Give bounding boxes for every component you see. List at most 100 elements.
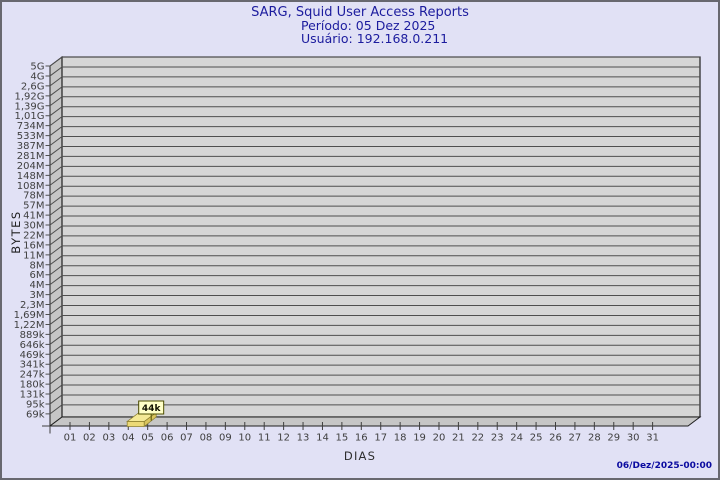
x-tick-label: 29 <box>607 433 620 444</box>
x-tick-label: 30 <box>627 433 640 444</box>
y-grid-line <box>45 285 700 296</box>
bar-front-face <box>126 421 145 427</box>
x-tick-label: 18 <box>394 433 407 444</box>
x-tick-label: 09 <box>219 433 232 444</box>
x-tick-label: 03 <box>102 433 115 444</box>
y-tick-label: 78M <box>23 191 44 202</box>
y-grid-line <box>45 314 700 325</box>
y-grid-line <box>45 394 700 405</box>
y-grid-line <box>45 116 700 127</box>
y-grid-line <box>45 106 700 117</box>
x-tick-label: 13 <box>297 433 310 444</box>
x-tick-label: 17 <box>374 433 387 444</box>
y-tick-label: 646k <box>20 340 45 351</box>
y-grid-line <box>45 404 700 415</box>
y-grid-line <box>45 86 700 97</box>
y-grid-line <box>45 265 700 276</box>
y-grid-line <box>45 145 700 156</box>
y-grid-line <box>45 354 700 365</box>
y-tick-label: 387M <box>17 141 45 152</box>
y-tick-label: 5G <box>30 62 44 73</box>
bars-group: 44k <box>126 400 165 428</box>
y-tick-label: 22M <box>23 230 44 241</box>
y-tick-label: 2,3M <box>20 300 45 311</box>
y-tick-label: 2,6G <box>21 81 45 92</box>
x-tick-label: 02 <box>83 433 96 444</box>
y-tick-label: 108M <box>17 181 45 192</box>
x-axis-title: DIAS <box>343 449 377 463</box>
y-tick-label: 6M <box>30 270 45 281</box>
x-tick-label: 01 <box>64 433 77 444</box>
y-tick-label: 533M <box>17 131 45 142</box>
plot-floor <box>48 416 702 427</box>
y-grid-line <box>45 324 700 335</box>
y-grid-line <box>45 305 700 315</box>
y-grid-line <box>45 275 700 286</box>
x-tick-label: 19 <box>413 433 426 444</box>
y-tick-label: 1,22M <box>14 320 45 331</box>
y-grid-line <box>45 334 700 345</box>
x-tick-label: 04 <box>122 433 135 444</box>
x-tick-label: 26 <box>549 433 562 444</box>
y-tick-label: 889k <box>20 330 45 341</box>
x-tick-label: 10 <box>238 433 251 444</box>
x-tick-label: 05 <box>141 433 154 444</box>
y-grid-line <box>45 255 700 266</box>
x-tick-label: 22 <box>471 433 484 444</box>
x-tick-label: 08 <box>200 433 213 444</box>
chart-subtitle-period: Período: 05 Dez 2025 <box>301 18 436 33</box>
y-grid-line <box>45 136 700 147</box>
y-tick-label: 148M <box>17 171 45 182</box>
y-tick-label: 4M <box>30 280 45 291</box>
y-grid-line <box>45 205 700 216</box>
bar-value-label: 44k <box>142 404 162 414</box>
y-tick-label: 281M <box>17 151 45 162</box>
x-tick-label: 16 <box>355 433 368 444</box>
y-tick-label: 1,69M <box>14 310 45 321</box>
x-tick-label: 21 <box>452 433 465 444</box>
y-grid-line <box>45 215 700 226</box>
y-grid-line <box>45 96 700 107</box>
y-tick-label: 131k <box>20 390 45 401</box>
y-tick-label: 69k <box>26 409 45 420</box>
y-grid-line <box>45 195 700 206</box>
bar-value-flag <box>138 400 165 415</box>
x-tick-label: 27 <box>569 433 582 444</box>
y-tick-label: 4G <box>30 71 44 82</box>
y-tick-label: 734M <box>17 121 45 132</box>
y-tick-label: 204M <box>17 161 45 172</box>
x-tick-label: 23 <box>491 433 504 444</box>
y-tick-label: 1,92G <box>14 91 44 102</box>
y-tick-label: 30M <box>23 221 44 232</box>
y-grid-line <box>45 374 700 385</box>
chart-title: SARG, Squid User Access Reports <box>251 5 469 20</box>
y-tick-label: 95k <box>26 399 45 410</box>
y-tick-label: 247k <box>20 370 45 381</box>
y-tick-label: 41M <box>23 211 44 222</box>
y-tick-label: 8M <box>30 260 45 271</box>
x-tick-label: 06 <box>161 433 174 444</box>
x-tick-label: 25 <box>530 433 543 444</box>
y-grid-line <box>45 155 700 166</box>
y-tick-label: 11M <box>23 250 44 261</box>
y-grid-line <box>45 185 700 196</box>
y-tick-label: 3M <box>30 290 45 301</box>
y-grid-line <box>45 364 700 375</box>
y-grid-line <box>45 225 700 236</box>
y-grid-line <box>45 344 700 355</box>
x-tick-label: 12 <box>277 433 290 444</box>
x-tick-label: 24 <box>510 433 523 444</box>
y-grid-line <box>45 295 700 306</box>
x-tick-label: 20 <box>433 433 446 444</box>
y-tick-label: 57M <box>23 201 44 212</box>
y-grid-line <box>45 66 700 77</box>
y-grid-line <box>45 126 700 137</box>
x-tick-label: 11 <box>258 433 271 444</box>
generated-timestamp: 06/Dez/2025-00:00 <box>616 461 712 471</box>
x-tick-label: 14 <box>316 433 329 444</box>
y-grid-line <box>45 76 700 87</box>
y-grid-line <box>45 384 700 395</box>
x-axis-group: 01 02 03 04 05 06 07 08 09 10 11 12 13 14 15 16 17 18 19 20… <box>64 422 659 444</box>
y-grid-line <box>45 175 700 186</box>
